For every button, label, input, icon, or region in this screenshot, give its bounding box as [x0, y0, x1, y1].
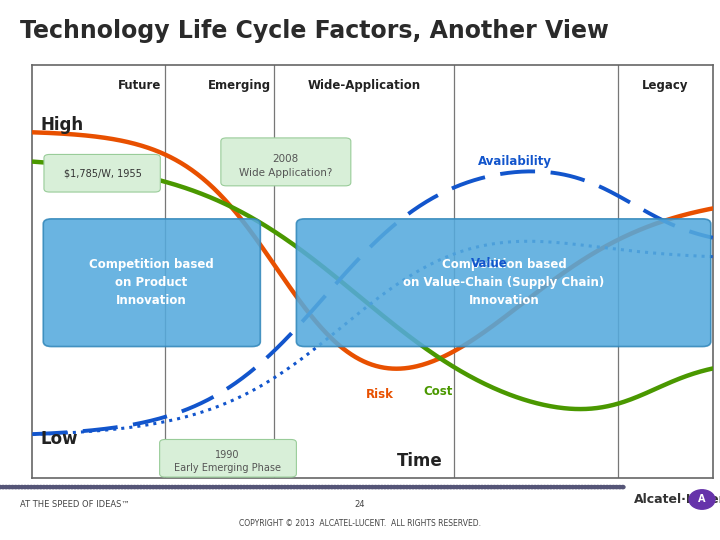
Text: Availability: Availability — [478, 156, 552, 168]
FancyBboxPatch shape — [221, 138, 351, 186]
Text: Competition based
on Product
Innovation: Competition based on Product Innovation — [89, 258, 214, 307]
Text: Future: Future — [118, 79, 162, 92]
Text: Value: Value — [472, 257, 508, 270]
Text: Cost: Cost — [423, 384, 453, 397]
Text: High: High — [40, 117, 84, 134]
Text: Technology Life Cycle Factors, Another View: Technology Life Cycle Factors, Another V… — [20, 19, 609, 43]
Text: Time: Time — [397, 451, 443, 470]
FancyBboxPatch shape — [160, 440, 297, 477]
Text: AT THE SPEED OF IDEAS™: AT THE SPEED OF IDEAS™ — [20, 500, 130, 509]
Text: 2008: 2008 — [272, 154, 299, 164]
Text: Early Emerging Phase: Early Emerging Phase — [174, 463, 282, 472]
Text: Legacy: Legacy — [642, 79, 688, 92]
Text: 1990: 1990 — [215, 450, 240, 460]
Text: Emerging: Emerging — [207, 79, 271, 92]
Text: 24: 24 — [355, 500, 365, 509]
Text: Wide-Application: Wide-Application — [307, 79, 420, 92]
Text: Competition based
on Value-Chain (Supply Chain)
Innovation: Competition based on Value-Chain (Supply… — [403, 258, 605, 307]
Text: COPYRIGHT © 2013  ALCATEL-LUCENT.  ALL RIGHTS RESERVED.: COPYRIGHT © 2013 ALCATEL-LUCENT. ALL RIG… — [239, 519, 481, 528]
Text: Risk: Risk — [366, 388, 394, 401]
Text: Alcatel·Lucent: Alcatel·Lucent — [634, 493, 720, 506]
FancyBboxPatch shape — [297, 219, 711, 347]
Text: $1,785/W, 1955: $1,785/W, 1955 — [63, 168, 141, 178]
FancyBboxPatch shape — [44, 154, 161, 192]
FancyBboxPatch shape — [43, 219, 261, 347]
Text: Low: Low — [40, 430, 78, 448]
Text: Wide Application?: Wide Application? — [239, 168, 332, 178]
Text: A: A — [698, 495, 706, 504]
